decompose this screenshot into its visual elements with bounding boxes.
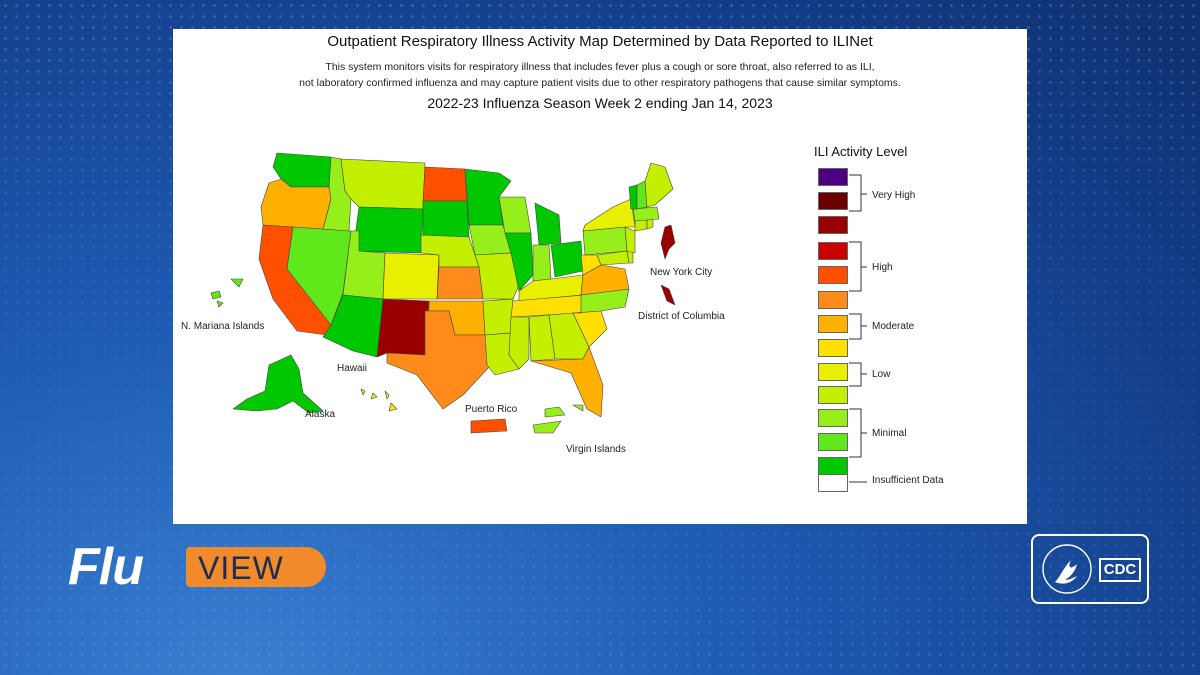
- legend-label-high: High: [872, 262, 893, 273]
- state-ny: [582, 198, 636, 232]
- state-fl: [530, 346, 604, 418]
- label-puerto-rico: Puerto Rico: [465, 404, 518, 415]
- legend-swatch-level-12: [818, 192, 848, 210]
- fluview-flu-text: Flu: [68, 538, 144, 596]
- state-mt: [340, 158, 426, 210]
- us-ili-map: N. Mariana Islands Hawaii Alaska Puerto …: [181, 152, 867, 483]
- state-il: [504, 232, 534, 292]
- legend-label-moderate: Moderate: [872, 321, 915, 332]
- label-mariana: N. Mariana Islands: [181, 321, 264, 332]
- legend-swatch-level-7: [818, 315, 848, 333]
- cdc-text: CDC: [1099, 558, 1141, 582]
- map-labels: N. Mariana Islands Hawaii Alaska Puerto …: [181, 267, 725, 455]
- legend-swatch-level-3: [818, 409, 848, 427]
- label-hawaii: Hawaii: [337, 363, 367, 374]
- legend-title: ILI Activity Level: [814, 144, 908, 159]
- state-vi: [532, 404, 584, 434]
- legend-swatch-level-11: [818, 216, 848, 234]
- state-ks: [436, 266, 484, 300]
- region-dc: [660, 284, 676, 306]
- legend-swatch-level-0: [818, 474, 848, 492]
- state-tx: [386, 310, 492, 410]
- map-title: Outpatient Respiratory Illness Activity …: [327, 33, 873, 50]
- legend-swatch-level-13: [818, 168, 848, 186]
- region-nyc: [660, 224, 676, 260]
- state-pr: [470, 418, 508, 434]
- legend-swatch-level-4: [818, 386, 848, 404]
- legend-label-low: Low: [872, 369, 891, 380]
- state-ri: [646, 218, 654, 230]
- legend-swatch-level-10: [818, 242, 848, 260]
- state-ar: [482, 298, 514, 336]
- state-co: [382, 252, 440, 300]
- season-week-subtitle: 2022-23 Influenza Season Week 2 ending J…: [427, 95, 773, 111]
- state-wi: [498, 196, 532, 234]
- label-nyc: New York City: [650, 267, 712, 278]
- state-oh: [550, 240, 584, 278]
- state-nm: [376, 298, 430, 358]
- state-pa: [582, 226, 628, 256]
- state-ma: [632, 206, 660, 222]
- legend-swatch-level-5: [818, 363, 848, 381]
- state-wy: [352, 206, 424, 254]
- hhs-eagle-icon: [1042, 544, 1092, 594]
- legend-label-insufficient: Insufficient Data: [872, 475, 944, 486]
- fluview-view-pill: VIEW: [186, 547, 326, 587]
- state-hi: [360, 388, 398, 412]
- label-alaska: Alaska: [305, 409, 335, 420]
- legend-swatch-level-2: [818, 433, 848, 451]
- fluview-logo: VIEW Flu: [68, 535, 328, 599]
- legend-swatch-level-8: [818, 291, 848, 309]
- legend-swatch-level-1: [818, 457, 848, 475]
- legend-label-minimal: Minimal: [872, 428, 907, 439]
- state-nd: [422, 166, 468, 202]
- label-dc: District of Columbia: [638, 311, 725, 322]
- map-card: Outpatient Respiratory Illness Activity …: [173, 29, 1027, 524]
- state-in: [532, 244, 552, 282]
- cdc-hhs-logo: CDC: [1031, 534, 1149, 604]
- label-virgin-islands: Virgin Islands: [566, 444, 626, 455]
- legend-label-very-high: Very High: [872, 190, 916, 201]
- legend-swatch-level-6: [818, 339, 848, 357]
- state-mp: [210, 278, 244, 308]
- state-me: [644, 162, 674, 208]
- state-nj: [624, 226, 636, 254]
- legend-swatch-level-9: [818, 266, 848, 284]
- state-ms: [508, 316, 530, 370]
- state-sd: [422, 200, 470, 238]
- description-line-1: This system monitors visits for respirat…: [325, 61, 875, 73]
- legend-brackets: [849, 174, 867, 483]
- state-mi: [534, 202, 562, 246]
- description-line-2: not laboratory confirmed influenza and m…: [299, 77, 901, 89]
- fluview-view-text: VIEW: [198, 550, 284, 586]
- state-ak: [232, 354, 324, 414]
